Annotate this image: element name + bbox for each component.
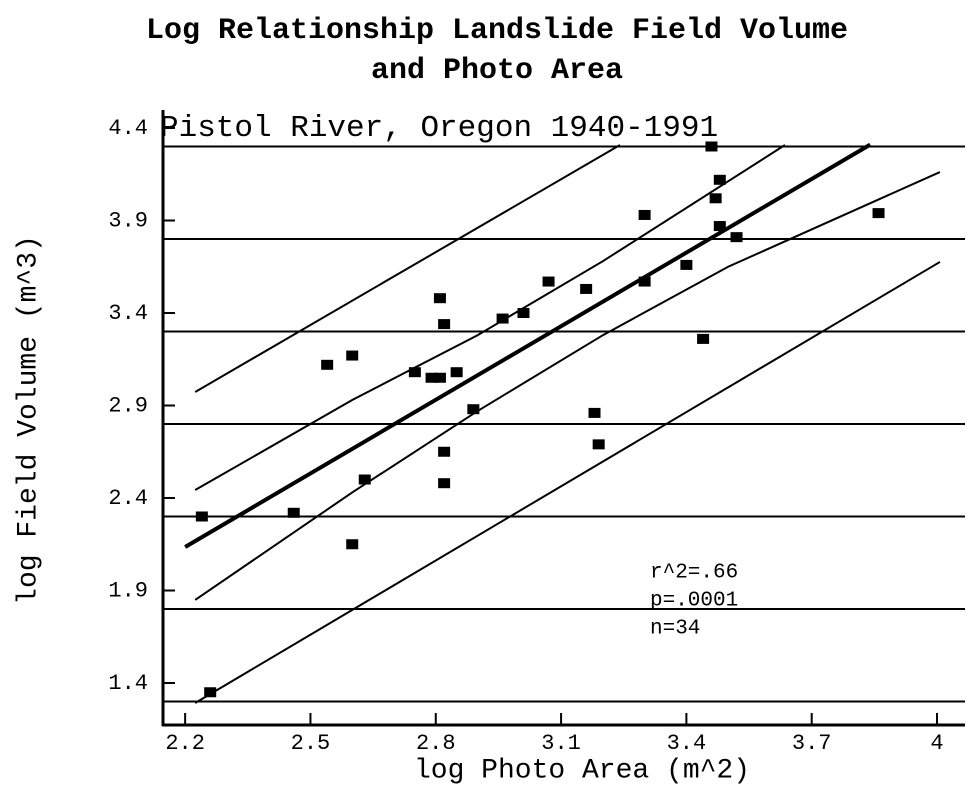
point (450, 367, 463, 378)
point (713, 174, 726, 185)
x-tick-label: 4 (930, 731, 943, 756)
y-tick-label: 3.4 (108, 301, 148, 326)
point (433, 372, 446, 383)
point (425, 372, 438, 383)
point (713, 221, 726, 232)
y-tick-label: 1.4 (108, 671, 148, 696)
point (346, 539, 359, 550)
point (496, 313, 509, 324)
annotation: n=34 (650, 618, 700, 641)
point (438, 319, 451, 330)
x-tick-label: 2.8 (416, 731, 456, 756)
point (321, 359, 334, 370)
annotation: p=.0001 (650, 590, 738, 613)
point (638, 276, 651, 287)
point (346, 350, 359, 361)
point (517, 308, 530, 319)
point (680, 259, 693, 270)
point (638, 209, 651, 220)
x-tick-label: 3.4 (667, 731, 707, 756)
point (697, 333, 710, 344)
chart-subtitle: Pistol River, Oregon 1940-1991 (160, 111, 718, 146)
point (408, 367, 421, 378)
x-axis-label: log Photo Area (m^2) (414, 755, 750, 786)
point (204, 687, 217, 698)
point (195, 511, 208, 522)
point (592, 439, 605, 450)
point (730, 232, 743, 243)
point (588, 407, 601, 418)
y-tick-label: 3.9 (108, 208, 148, 233)
point (438, 446, 451, 457)
fit-line (184, 142, 872, 549)
point (872, 208, 885, 219)
point (705, 141, 718, 152)
fit-line (194, 144, 621, 393)
point (709, 193, 722, 204)
annotation: r^2=.66 (650, 562, 738, 585)
x-tick-label: 2.5 (291, 731, 331, 756)
fit-line (194, 261, 941, 704)
point (358, 474, 371, 485)
fit-line (194, 171, 941, 601)
point (467, 404, 480, 415)
y-tick-label: 2.9 (108, 393, 148, 418)
chart-title: and Photo Area (371, 54, 623, 88)
point (542, 276, 555, 287)
x-tick-label: 2.2 (165, 731, 205, 756)
y-axis-label: log Field Volume (m^3) (13, 235, 44, 605)
chart-title: Log Relationship Landslide Field Volume (146, 14, 848, 48)
y-tick-label: 4.4 (108, 116, 148, 141)
point (287, 507, 300, 518)
x-tick-label: 3.7 (792, 731, 832, 756)
y-tick-label: 1.9 (108, 578, 148, 603)
x-tick-label: 3.1 (541, 731, 581, 756)
fit-line (194, 144, 786, 491)
point (433, 293, 446, 304)
point (580, 283, 593, 294)
y-tick-label: 2.4 (108, 486, 148, 511)
point (438, 478, 451, 489)
